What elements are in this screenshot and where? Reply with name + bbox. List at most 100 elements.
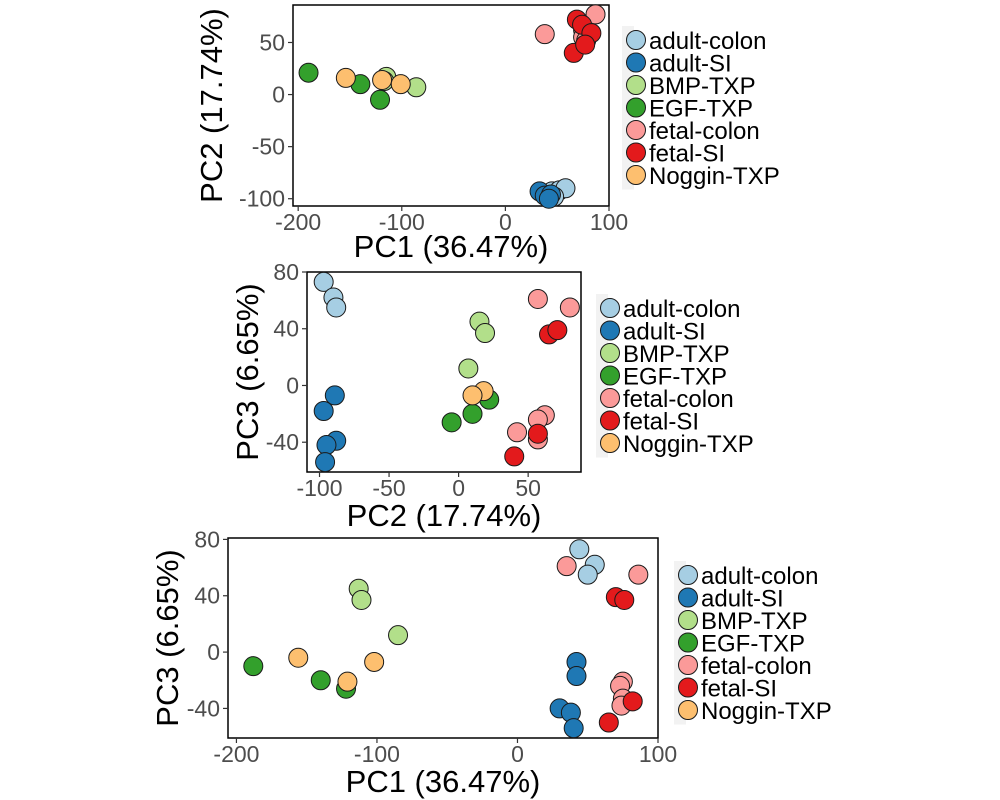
- y-tick-label: 40: [273, 316, 299, 342]
- legend-label-Noggin-TXP: Noggin-TXP: [649, 163, 780, 190]
- series-adult-colon: [313, 271, 347, 318]
- legend-key-adult-colon: [678, 565, 698, 585]
- legend: adult-colonadult-SIBMP-TXPEGF-TXPfetal-c…: [596, 294, 754, 458]
- x-tick-label: 100: [639, 741, 677, 767]
- x-axis-title: PC1 (36.47%): [354, 229, 549, 264]
- series-fetal-colon: [556, 556, 649, 716]
- data-point-fetal-colon: [628, 564, 649, 585]
- data-point-BMP-TXP: [388, 625, 409, 646]
- x-tick-label: 0: [452, 475, 465, 501]
- data-point-fetal-SI: [527, 423, 548, 444]
- data-point-adult-SI: [315, 452, 336, 473]
- y-tick-label: 40: [194, 583, 220, 609]
- y-tick-label: 80: [273, 259, 299, 285]
- legend-key-EGF-TXP: [678, 632, 698, 653]
- legend-key-adult-SI: [626, 52, 646, 73]
- x-axis-title: PC2 (17.74%): [347, 498, 542, 533]
- data-point-fetal-colon: [556, 556, 577, 577]
- legend-label-BMP-TXP: BMP-TXP: [701, 608, 808, 635]
- data-point-Noggin-TXP: [462, 385, 483, 406]
- x-tick-label: -200: [213, 741, 259, 767]
- x-tick-label: -100: [379, 209, 425, 235]
- legend-key-fetal-colon: [600, 388, 620, 408]
- data-point-adult-SI: [538, 188, 559, 209]
- legend-label-EGF-TXP: EGF-TXP: [701, 631, 805, 658]
- data-point-adult-colon: [577, 564, 598, 585]
- legend-key-EGF-TXP: [626, 97, 646, 118]
- legend-label-fetal-SI: fetal-SI: [649, 141, 725, 168]
- data-point-adult-SI: [316, 435, 337, 456]
- x-tick-label: 100: [590, 209, 628, 235]
- legend-key-EGF-TXP: [600, 365, 620, 386]
- y-tick-label: -40: [266, 429, 299, 455]
- y-tick-label: 0: [207, 639, 220, 665]
- legend-label-BMP-TXP: BMP-TXP: [623, 341, 730, 368]
- legend-label-Noggin-TXP: Noggin-TXP: [701, 698, 832, 725]
- data-point-fetal-colon: [527, 288, 548, 309]
- legend-key-Noggin-TXP: [600, 433, 620, 453]
- legend-key-adult-colon: [600, 298, 620, 318]
- data-point-Noggin-TXP: [288, 647, 309, 668]
- legend-key-adult-colon: [626, 30, 646, 50]
- data-point-BMP-TXP: [351, 589, 372, 610]
- legend-label-fetal-colon: fetal-colon: [623, 386, 734, 413]
- data-point-EGF-TXP: [243, 656, 264, 677]
- legend-label-adult-colon: adult-colon: [649, 28, 766, 55]
- y-tick-label: -40: [187, 695, 220, 721]
- legend-label-adult-SI: adult-SI: [701, 586, 784, 613]
- legend-label-EGF-TXP: EGF-TXP: [649, 96, 753, 123]
- series-BMP-TXP: [348, 578, 409, 646]
- y-axis-title: PC3 (6.65%): [150, 549, 185, 726]
- legend-label-fetal-colon: fetal-colon: [649, 118, 760, 145]
- x-tick-label: 0: [511, 741, 524, 767]
- legend-key-fetal-SI: [678, 677, 698, 698]
- data-point-fetal-SI: [547, 320, 568, 341]
- legend-key-adult-SI: [678, 587, 698, 608]
- series-adult-SI: [529, 181, 561, 209]
- data-point-Noggin-TXP: [335, 67, 356, 88]
- legend-label-BMP-TXP: BMP-TXP: [649, 73, 756, 100]
- pca-panel-2: -100 -50 0 50 -40 0 40 80 PC2 (17.74%) PC3 (6.65%…: [230, 259, 754, 533]
- data-point-Noggin-TXP: [390, 74, 411, 95]
- x-tick-label: -100: [354, 741, 400, 767]
- series-fetal-colon: [507, 288, 580, 450]
- x-axis-title: PC1 (36.47%): [346, 764, 541, 799]
- plot-frame: [292, 4, 610, 207]
- legend: adult-colonadult-SIBMP-TXPEGF-TXPfetal-c…: [674, 561, 832, 725]
- legend-key-fetal-colon: [678, 655, 698, 675]
- legend-key-fetal-colon: [626, 120, 646, 140]
- legend-key-Noggin-TXP: [626, 165, 646, 185]
- data-point-EGF-TXP: [310, 670, 331, 691]
- x-tick-label: 0: [499, 209, 512, 235]
- legend-key-fetal-SI: [600, 410, 620, 431]
- data-point-fetal-colon: [507, 422, 528, 443]
- y-tick-label: 80: [194, 526, 220, 552]
- y-axis-title: PC2 (17.74%): [194, 8, 229, 203]
- data-point-fetal-SI: [622, 691, 643, 712]
- data-point-BMP-TXP: [458, 358, 479, 379]
- data-point-adult-colon: [326, 297, 347, 318]
- legend-label-adult-colon: adult-colon: [623, 296, 740, 323]
- legend-key-Noggin-TXP: [678, 700, 698, 720]
- legend-label-fetal-colon: fetal-colon: [701, 653, 812, 680]
- legend-label-Noggin-TXP: Noggin-TXP: [623, 431, 754, 458]
- series-fetal-SI: [598, 587, 643, 733]
- data-point-adult-SI: [566, 666, 587, 687]
- data-point-EGF-TXP: [370, 89, 391, 110]
- data-point-adult-SI: [324, 385, 345, 406]
- x-tick-label: 50: [515, 475, 541, 501]
- data-point-EGF-TXP: [298, 62, 319, 83]
- legend-label-fetal-SI: fetal-SI: [623, 409, 699, 436]
- series-adult-SI: [549, 651, 587, 739]
- x-tick-label: -50: [372, 475, 405, 501]
- series-adult-SI: [313, 385, 347, 473]
- y-tick-label: -50: [252, 134, 285, 160]
- data-point-fetal-colon: [559, 297, 580, 318]
- data-point-Noggin-TXP: [372, 69, 393, 90]
- legend-label-fetal-SI: fetal-SI: [701, 676, 777, 703]
- legend-key-BMP-TXP: [678, 610, 698, 630]
- data-point-EGF-TXP: [441, 412, 462, 433]
- data-point-fetal-SI: [598, 712, 619, 733]
